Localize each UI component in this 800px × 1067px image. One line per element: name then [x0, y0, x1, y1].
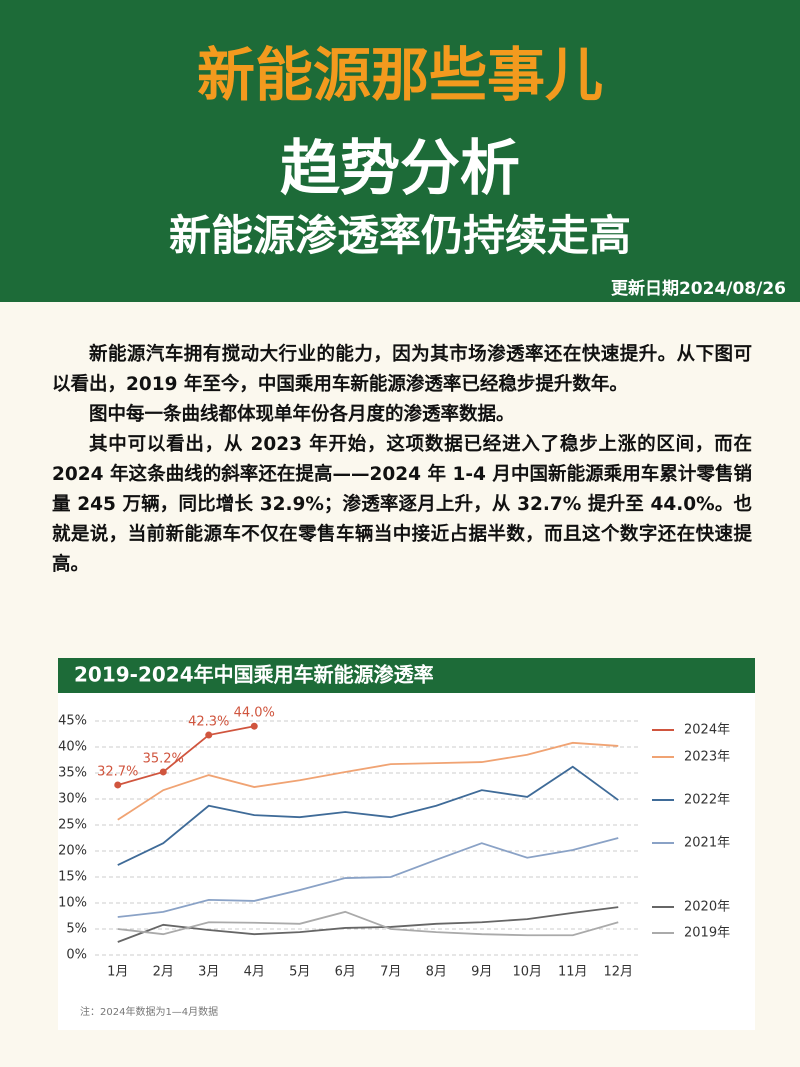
x-tick-label: 8月 — [426, 965, 447, 980]
point — [205, 731, 213, 739]
series-line — [117, 837, 619, 918]
series-line — [117, 910, 619, 937]
x-tick-label: 3月 — [198, 965, 219, 980]
data-label: 35.2% — [143, 751, 184, 766]
x-tick-label: 6月 — [335, 965, 356, 980]
series-line — [117, 741, 619, 821]
article: 新能源汽车拥有搅动大行业的能力，因为其市场渗透率还在快速提升。从下图可以看出，2… — [52, 340, 752, 580]
paragraph: 其中可以看出，从 2023 年开始，这项数据已经进入了稳步上涨的区间，而在 20… — [52, 434, 752, 575]
series-line — [117, 906, 619, 943]
legend-label: 2021年 — [684, 836, 730, 851]
series-line — [117, 725, 255, 786]
date: 更新日期2024/08/26 — [610, 279, 786, 299]
title: 新能源那些事儿 — [196, 41, 603, 109]
y-tick-label: 0% — [66, 948, 87, 963]
x-tick-label: 9月 — [471, 965, 492, 980]
x-tick-label: 1月 — [107, 965, 128, 980]
data-label: 32.7% — [97, 764, 138, 779]
point — [250, 722, 258, 730]
y-tick-label: 40% — [58, 740, 87, 755]
legend-label: 2020年 — [684, 900, 730, 915]
y-tick-label: 20% — [58, 844, 87, 859]
data-label: 42.3% — [188, 715, 229, 730]
y-tick-label: 10% — [58, 896, 87, 911]
paragraph: 新能源汽车拥有搅动大行业的能力，因为其市场渗透率还在快速提升。从下图可以看出，2… — [52, 344, 752, 395]
subtitle: 趋势分析 — [280, 134, 520, 204]
chart-title-bar — [58, 658, 755, 693]
legend-label: 2023年 — [684, 750, 730, 765]
x-tick-label: 11月 — [558, 965, 588, 980]
data-label: 44.0% — [234, 706, 275, 721]
y-tick-label: 30% — [58, 792, 87, 807]
y-tick-label: 5% — [66, 922, 87, 937]
series-line — [117, 765, 619, 866]
y-tick-label: 45% — [58, 714, 87, 729]
chart-card — [58, 658, 755, 1030]
paragraph: 图中每一条曲线都体现单年份各月度的渗透率数据。 — [89, 404, 515, 425]
x-tick-label: 12月 — [603, 965, 633, 980]
point — [159, 768, 167, 776]
y-tick-label: 25% — [58, 818, 87, 833]
legend-label: 2024年 — [684, 723, 730, 738]
legend-label: 2022年 — [684, 793, 730, 808]
y-tick-label: 15% — [58, 870, 87, 885]
chart-note: 注：2024年数据为1—4月数据 — [80, 1005, 218, 1018]
chart-title: 2019-2024年中国乘用车新能源渗透率 — [74, 663, 434, 687]
x-tick-label: 4月 — [244, 965, 265, 980]
x-tick-label: 10月 — [512, 965, 542, 980]
x-tick-label: 2月 — [153, 965, 174, 980]
y-tick-label: 35% — [58, 766, 87, 781]
headline: 新能源渗透率仍持续走高 — [168, 211, 631, 260]
x-tick-label: 5月 — [289, 965, 310, 980]
x-tick-label: 7月 — [380, 965, 401, 980]
legend-label: 2019年 — [684, 926, 730, 941]
point — [114, 781, 122, 789]
header: 新能源那些事儿 趋势分析 新能源渗透率仍持续走高 更新日期2024/08/26 — [0, 0, 800, 302]
